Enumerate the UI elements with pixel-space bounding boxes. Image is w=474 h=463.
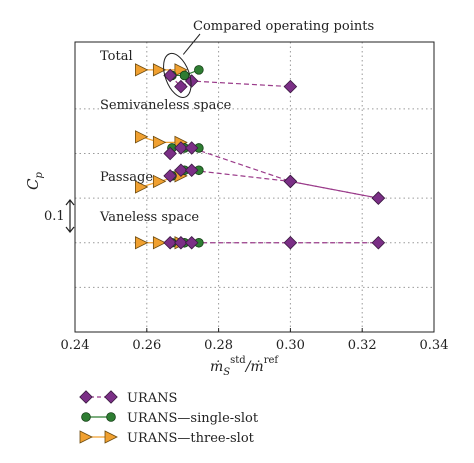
point-urans — [184, 236, 199, 250]
scale-bar-arrow-top — [65, 199, 75, 206]
scale-bar-arrow-bottom — [65, 226, 75, 233]
point-three-slot — [135, 180, 149, 194]
x-axis-label-sep: /ṁ — [244, 359, 264, 375]
legend: URANS URANS—single-slot URANS—three-slot — [79, 390, 259, 446]
plot-frame — [74, 41, 435, 333]
point-single-slot — [194, 65, 204, 75]
x-axis-label: ṁSstd/ṁref — [210, 355, 279, 378]
point-urans — [184, 74, 199, 88]
point-three-slot — [152, 135, 167, 150]
region-labels: Total Semivaneless space Passage Vaneless s… — [99, 49, 232, 225]
legend-marker-urans — [79, 390, 93, 404]
point-urans — [371, 236, 386, 250]
point-urans — [163, 236, 177, 250]
x-tick-label: 0.26 — [132, 338, 161, 353]
point-urans — [283, 236, 298, 250]
x-tick-label: 0.32 — [348, 338, 377, 353]
x-axis-label-sub: S — [223, 367, 230, 378]
point-urans — [283, 79, 298, 94]
point-three-slot — [152, 236, 167, 250]
x-tick-label: 0.30 — [276, 338, 305, 353]
point-urans — [174, 141, 188, 155]
x-axis-label-sup: std — [230, 355, 246, 366]
point-three-slot — [135, 63, 149, 77]
point-urans — [163, 169, 177, 183]
legend-marker-urans — [104, 390, 118, 404]
legend-label-three: URANS—three-slot — [127, 431, 255, 446]
point-three-slot — [135, 130, 149, 144]
legend-marker-single-slot — [106, 412, 116, 422]
point-urans — [174, 163, 188, 178]
point-urans — [283, 174, 298, 189]
x-ticks: 0.24 0.26 0.28 0.30 0.32 0.34 — [61, 328, 449, 353]
x-axis-label-sup2: ref — [264, 355, 280, 366]
region-label: Passage — [100, 170, 153, 185]
point-three-slot — [152, 174, 167, 189]
point-single-slot — [179, 70, 190, 81]
scale-bar-label: 0.1 — [44, 209, 65, 224]
x-axis-label-main: ṁ — [210, 359, 223, 375]
grid — [75, 42, 434, 332]
point-three-slot — [152, 63, 167, 77]
y-axis-label-sub: p — [34, 172, 45, 179]
point-urans — [163, 68, 177, 83]
scale-bar — [65, 199, 75, 233]
legend-marker-three-slot — [79, 430, 93, 444]
x-tick-label: 0.34 — [420, 338, 449, 353]
region-label: Semivaneless space — [100, 98, 232, 113]
region-label: Vaneless space — [99, 210, 199, 225]
x-tick-label: 0.28 — [204, 338, 233, 353]
annotation-text: Compared operating points — [193, 19, 374, 34]
region-label: Total — [100, 49, 133, 64]
series-markers — [135, 63, 386, 250]
legend-label-single: URANS—single-slot — [127, 411, 259, 426]
legend-label-urans: URANS — [127, 391, 177, 406]
series-line-urans — [169, 169, 379, 199]
annotation-ellipse — [163, 52, 192, 98]
legend-marker-three-slot — [104, 430, 118, 444]
x-tick-label: 0.24 — [61, 338, 90, 353]
point-urans — [184, 163, 199, 178]
y-axis-label: Cp — [24, 172, 45, 190]
legend-marker-single-slot — [81, 412, 91, 422]
point-urans — [174, 79, 188, 94]
point-urans — [174, 236, 188, 250]
point-urans — [163, 146, 177, 161]
point-three-slot — [135, 236, 149, 250]
point-urans — [371, 191, 386, 205]
y-axis-label-main: C — [24, 178, 42, 190]
point-urans — [184, 141, 199, 155]
annotation-leader — [182, 33, 201, 55]
